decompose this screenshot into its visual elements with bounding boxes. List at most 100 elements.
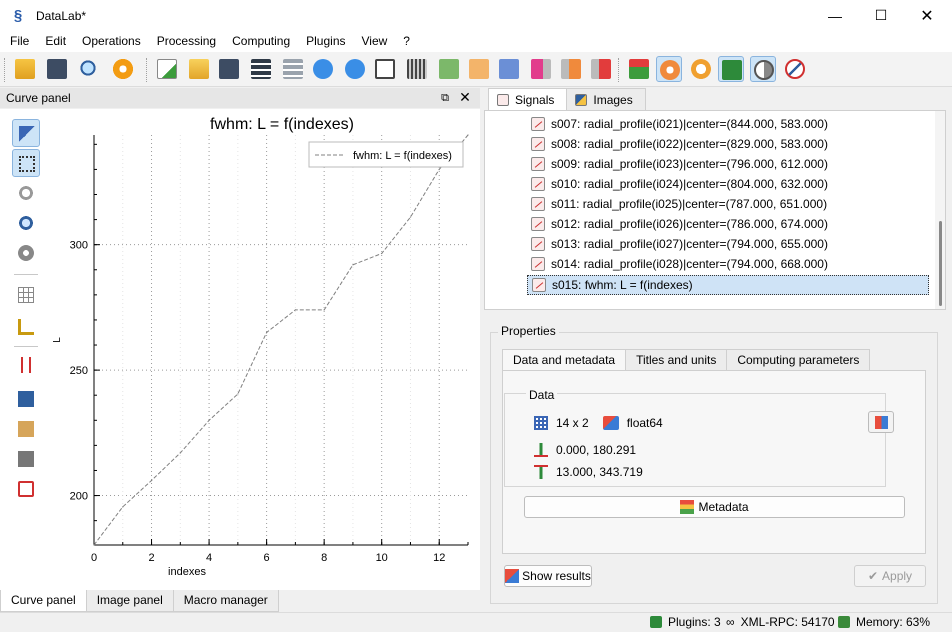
- signal-row[interactable]: s014: radial_profile(i028)|center=(794.0…: [527, 254, 828, 274]
- refresh-icon: [691, 59, 711, 79]
- shape-row: 14 x 2 float64: [534, 414, 663, 432]
- show-titles-button[interactable]: [718, 56, 744, 82]
- gear-icon: [18, 245, 34, 261]
- save-plot-button[interactable]: [12, 385, 40, 413]
- group-button[interactable]: [248, 56, 274, 82]
- select-tool-button[interactable]: [12, 119, 40, 147]
- apply-button[interactable]: ✔ Apply: [854, 565, 926, 587]
- series-line[interactable]: [93, 134, 469, 546]
- float-dock-icon[interactable]: ⧉: [441, 92, 449, 104]
- signal-icon: [531, 137, 545, 151]
- signal-row[interactable]: s012: radial_profile(i026)|center=(786.0…: [527, 214, 828, 234]
- maximize-button[interactable]: ☐: [874, 7, 888, 23]
- auto-refresh-button[interactable]: [656, 56, 682, 82]
- show-contrast-button[interactable]: [750, 56, 776, 82]
- menu-operations[interactable]: Operations: [82, 34, 141, 48]
- plot-settings-button[interactable]: [12, 239, 40, 267]
- signal-row[interactable]: s009: radial_profile(i023)|center=(796.0…: [527, 154, 828, 174]
- signal-row[interactable]: s015: fwhm: L = f(indexes): [527, 275, 929, 295]
- arrow-up-max-icon: [534, 465, 548, 479]
- tab-image-panel[interactable]: Image panel: [85, 590, 174, 612]
- open-h5-button[interactable]: [12, 56, 38, 82]
- minimize-button[interactable]: —: [828, 7, 842, 24]
- tab-computing-parameters[interactable]: Computing parameters: [726, 349, 871, 370]
- tab-macro-manager[interactable]: Macro manager: [172, 590, 279, 612]
- magnifier-icon: [79, 59, 99, 79]
- close-dock-icon[interactable]: ✕: [459, 89, 471, 105]
- zoom-tool-button[interactable]: [12, 179, 40, 207]
- folder-icon: [189, 59, 209, 79]
- menu-help[interactable]: ?: [403, 34, 410, 48]
- help-plot-button[interactable]: [12, 475, 40, 503]
- results-table-icon: [505, 569, 520, 583]
- move-up-button[interactable]: [310, 56, 336, 82]
- signal-row[interactable]: s010: radial_profile(i024)|center=(804.0…: [527, 174, 828, 194]
- tab-signals[interactable]: Signals: [488, 88, 568, 110]
- menu-file[interactable]: File: [10, 34, 30, 48]
- arrow-down-min-icon: [534, 443, 548, 457]
- signal-icon: [531, 117, 545, 131]
- memory-chip-icon: [838, 616, 850, 628]
- copy-metadata-button[interactable]: [466, 56, 492, 82]
- delete-button[interactable]: [404, 56, 430, 82]
- refresh-button[interactable]: [688, 56, 714, 82]
- signal-row[interactable]: s011: radial_profile(i025)|center=(787.0…: [527, 194, 827, 214]
- new-signal-button[interactable]: [154, 56, 180, 82]
- delete-metadata-button[interactable]: [588, 56, 614, 82]
- data-tab-body: [502, 370, 926, 554]
- rect-zoom-tool-button[interactable]: [12, 149, 40, 177]
- h5-save-icon: [47, 59, 67, 79]
- curve-chart[interactable]: 0 2 4 6 8 10 12 200 250 300 indexes L fwhm: L = f(i…: [0, 109, 480, 590]
- grid-tool-button[interactable]: [12, 281, 40, 309]
- signal-row[interactable]: s007: radial_profile(i021)|center=(844.0…: [527, 114, 828, 134]
- tab-images[interactable]: Images: [566, 88, 646, 110]
- contrast-icon: [754, 60, 774, 80]
- data-point: [323, 309, 325, 311]
- open-signal-button[interactable]: [186, 56, 212, 82]
- x-tick-label: 2: [148, 552, 154, 564]
- tab-curve-panel[interactable]: Curve panel: [0, 590, 87, 612]
- menu-plugins[interactable]: Plugins: [306, 34, 346, 48]
- tab-titles-and-units[interactable]: Titles and units: [625, 349, 728, 370]
- y-axis-label: L: [52, 337, 63, 343]
- signal-icon: [531, 257, 545, 271]
- duplicate-button[interactable]: [372, 56, 398, 82]
- signal-icon: [531, 197, 545, 211]
- autoscale-tool-button[interactable]: [12, 209, 40, 237]
- show-first-only-button[interactable]: [782, 56, 808, 82]
- data-point: [93, 544, 95, 546]
- truck-icon: [439, 59, 459, 79]
- print-plot-button[interactable]: [12, 445, 40, 473]
- menu-computing[interactable]: Computing: [232, 34, 291, 48]
- save-h5-button[interactable]: [44, 56, 70, 82]
- axes-tool-button[interactable]: [12, 313, 40, 341]
- browse-h5-button[interactable]: [76, 56, 102, 82]
- view-data-button[interactable]: [868, 411, 894, 433]
- menu-view[interactable]: View: [361, 34, 388, 48]
- rect-zoom-icon: [19, 156, 35, 172]
- export-metadata-button[interactable]: [558, 56, 584, 82]
- settings-button[interactable]: [110, 56, 136, 82]
- paste-metadata-button[interactable]: [496, 56, 522, 82]
- annotations-button[interactable]: [626, 56, 652, 82]
- ungroup-button[interactable]: [280, 56, 306, 82]
- tree-scrollbar[interactable]: [935, 111, 945, 309]
- metadata-button[interactable]: Metadata: [524, 496, 905, 518]
- copy-plot-button[interactable]: [12, 415, 40, 443]
- scrollbar-thumb[interactable]: [939, 221, 942, 306]
- cursor-tool-button[interactable]: [12, 351, 40, 379]
- signal-row[interactable]: s008: radial_profile(i022)|center=(829.0…: [527, 134, 828, 154]
- shape-value: 14 x 2: [556, 416, 589, 430]
- metadata-transfer-button[interactable]: [436, 56, 462, 82]
- menu-processing[interactable]: Processing: [156, 34, 217, 48]
- tab-data-and-metadata[interactable]: Data and metadata: [502, 349, 627, 370]
- close-window-button[interactable]: ✕: [920, 7, 934, 25]
- show-results-button[interactable]: Show results: [504, 565, 592, 587]
- save-signal-button[interactable]: [216, 56, 242, 82]
- move-down-button[interactable]: [342, 56, 368, 82]
- import-metadata-button[interactable]: [528, 56, 554, 82]
- grid-icon: [18, 287, 34, 303]
- menu-edit[interactable]: Edit: [45, 34, 67, 48]
- signal-row[interactable]: s013: radial_profile(i027)|center=(794.0…: [527, 234, 828, 254]
- signal-label: s014: radial_profile(i028)|center=(794.0…: [551, 257, 828, 271]
